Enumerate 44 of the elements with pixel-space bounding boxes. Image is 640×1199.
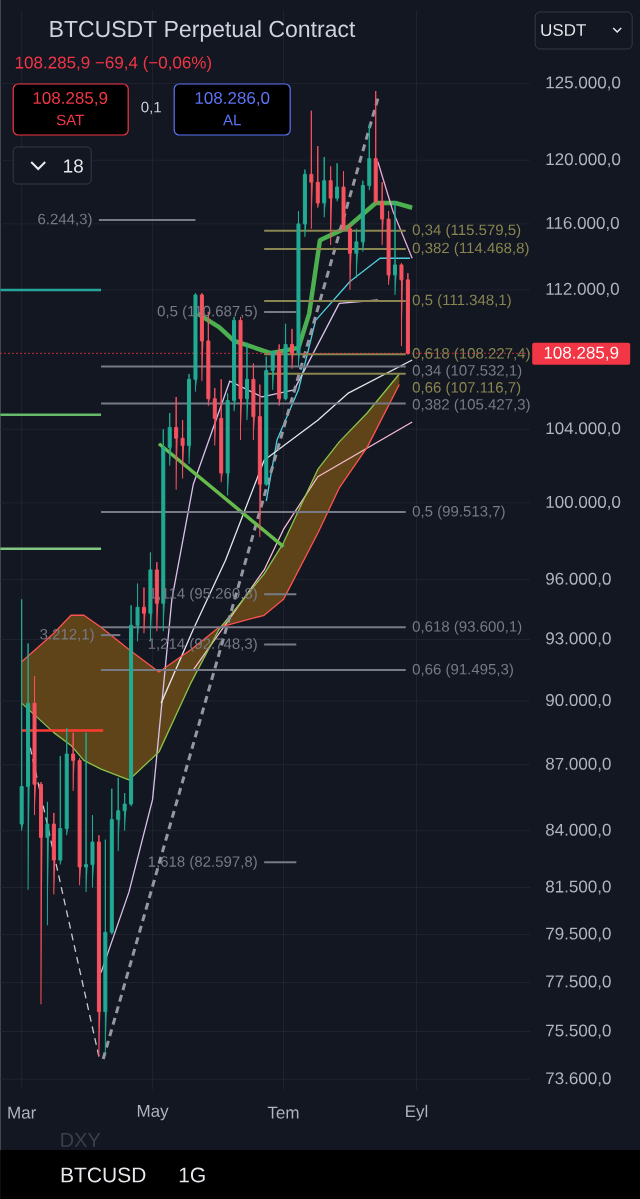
ref-line-label: 108.285,9 <box>544 346 619 361</box>
series-label: 0,34 (107.532,1) <box>412 364 522 379</box>
y-tick-label: 125.000,0 <box>546 76 621 91</box>
y-tick-label: 112.000,0 <box>546 282 619 297</box>
series-label: 0,382 (114.468,8) <box>412 242 529 257</box>
series-label: 0,618 (108.227,4) <box>412 347 530 362</box>
annotation: 18 <box>63 159 83 173</box>
annotation: SAT <box>56 114 84 126</box>
annotation: 108.286,0 <box>195 91 270 107</box>
y-tick-label: 100.000,0 <box>546 495 621 510</box>
y-tick-label: 79.500,0 <box>546 927 611 942</box>
y-tick-label: 93.000,0 <box>545 632 611 647</box>
series-label: 0,34 (115.579,5) <box>412 224 521 239</box>
y-tick-label: 77.500,0 <box>546 975 611 990</box>
text: 1G <box>179 1167 205 1183</box>
chart-title: BTCUSDT Perpetual Contract <box>50 20 356 42</box>
annotation: AL <box>222 114 241 126</box>
y-tick-label: 81.500,0 <box>545 880 611 895</box>
x-tick-label: Eyl <box>405 1104 428 1121</box>
y-tick-label: 75.500,0 <box>546 1024 611 1039</box>
series-label: 0,382 (105.427,3) <box>412 398 530 413</box>
series-label: 6.244,3) <box>38 213 92 228</box>
series-label: 0,66 (107.116,7) <box>412 381 521 396</box>
y-tick-label: 96.000,0 <box>545 572 611 587</box>
series-label: 1,618 (82.597,8) <box>148 855 257 870</box>
series-label: 0,66 (91.495,3) <box>412 663 513 678</box>
text: BTCUSD <box>61 1167 146 1183</box>
x-tick-label: Mar <box>8 1106 36 1119</box>
series-label: 0,5 (99.513,7) <box>412 505 505 520</box>
series-label: 0,618 (93.600,1) <box>412 620 522 635</box>
y-tick-label: 90.000,0 <box>545 693 611 709</box>
series-label: 0,5 (111.348,1) <box>412 294 511 309</box>
x-tick-label: May <box>137 1105 169 1121</box>
annotation: 0,1 <box>141 101 161 115</box>
text: USDT <box>541 23 586 36</box>
y-tick-label: 84.000,0 <box>545 823 611 838</box>
annotation: 108.285,9 <box>33 91 108 107</box>
x-tick-label: Tem <box>267 1106 299 1119</box>
y-tick-label: 120.000,0 <box>546 153 621 168</box>
y-tick-label: 116.000,0 <box>546 216 619 231</box>
text: 108.285,9 −69,4 (−0,06%) <box>15 56 211 72</box>
y-tick-label: 104.000,0 <box>546 422 621 437</box>
y-tick-label: 87.000,0 <box>545 757 611 772</box>
y-tick-label: 73.600,0 <box>546 1072 611 1087</box>
